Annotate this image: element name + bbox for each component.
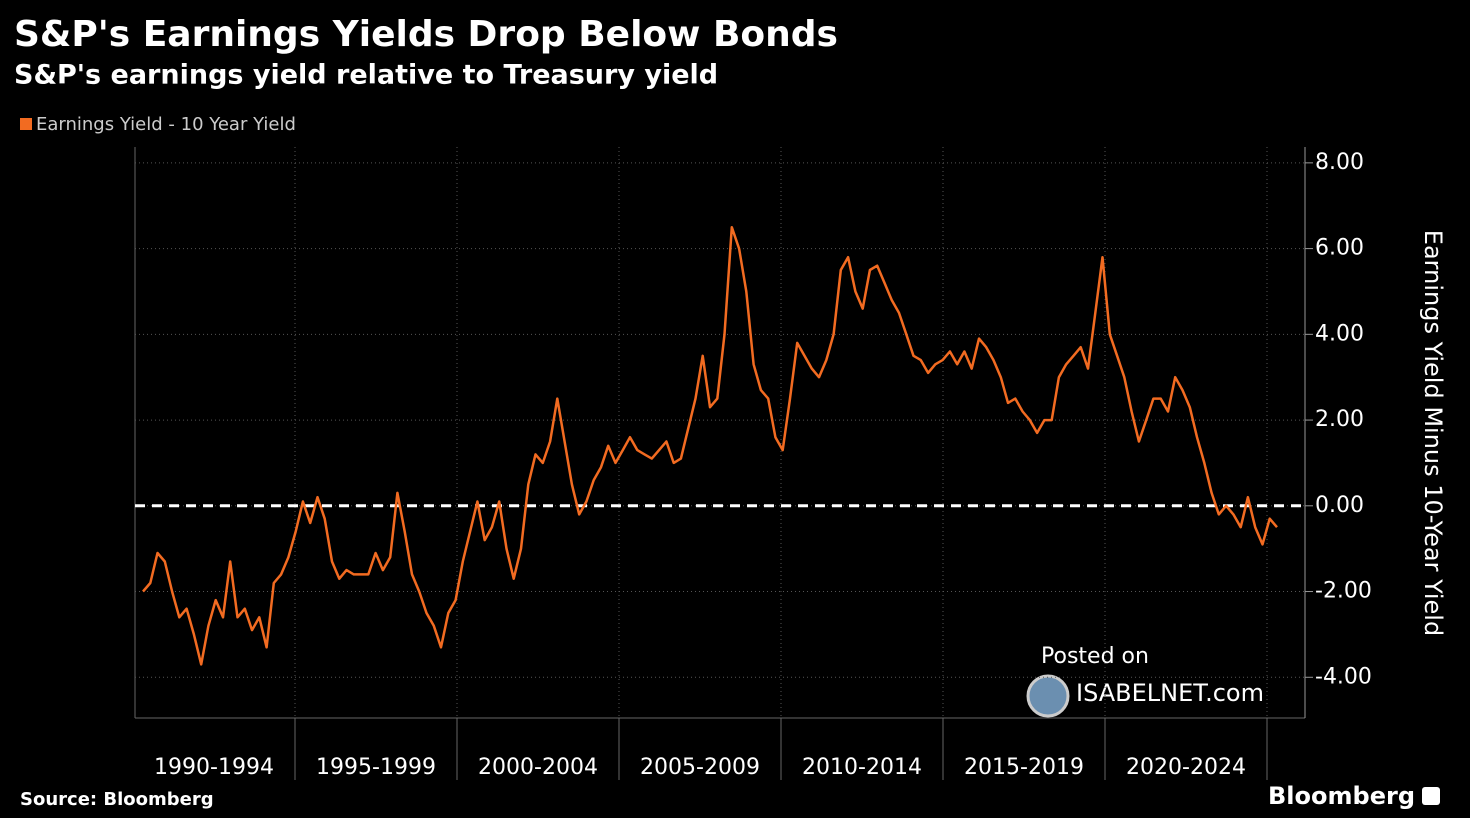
y-axis-label: Earnings Yield Minus 10-Year Yield (1419, 230, 1447, 636)
legend-swatch (20, 118, 32, 130)
y-tick-label: -2.00 (1315, 579, 1372, 604)
x-tick-label: 2005-2009 (640, 755, 760, 780)
y-tick-label: 0.00 (1315, 493, 1364, 518)
watermark-logo (1026, 674, 1070, 718)
x-tick-label: 2015-2019 (964, 755, 1084, 780)
x-tick-label: 2000-2004 (478, 755, 598, 780)
x-tick-label: 2010-2014 (802, 755, 922, 780)
chart-subtitle: S&P's earnings yield relative to Treasur… (14, 60, 718, 91)
x-tick-label: 2020-2024 (1126, 755, 1246, 780)
watermark: ISABELNET.com (1076, 679, 1264, 707)
data-line (142, 225, 1278, 666)
chart-title: S&P's Earnings Yields Drop Below Bonds (14, 14, 838, 55)
brand: Bloomberg (1268, 782, 1415, 810)
source: Source: Bloomberg (20, 789, 214, 810)
y-tick-label: -4.00 (1315, 664, 1372, 689)
y-tick-label: 8.00 (1315, 150, 1364, 175)
brand-icon (1422, 787, 1440, 805)
legend-label: Earnings Yield - 10 Year Yield (36, 114, 296, 135)
y-tick-label: 6.00 (1315, 236, 1364, 261)
watermark: Posted on (1041, 644, 1149, 669)
y-tick-label: 2.00 (1315, 407, 1364, 432)
x-tick-label: 1995-1999 (316, 755, 436, 780)
x-tick-label: 1990-1994 (154, 755, 274, 780)
y-tick-label: 4.00 (1315, 321, 1364, 346)
